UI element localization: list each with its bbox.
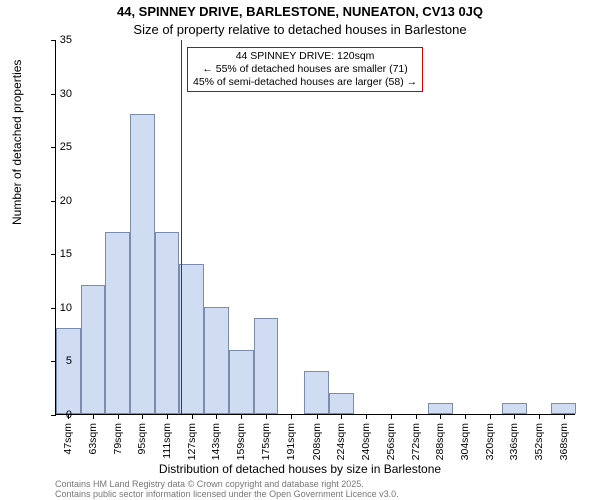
xtick-label: 79sqm (112, 423, 124, 455)
histogram-bar (155, 232, 180, 414)
xtick-label: 47sqm (62, 423, 74, 455)
ytick-label: 10 (42, 302, 72, 314)
footer-attribution: Contains HM Land Registry data © Crown c… (55, 480, 399, 500)
annotation-line1: 44 SPINNEY DRIVE: 120sqm (193, 50, 417, 63)
xtick (391, 414, 392, 419)
chart-container: { "chart": { "type": "histogram", "title… (0, 0, 600, 500)
xtick (266, 414, 267, 419)
xtick-label: 272sqm (410, 423, 422, 460)
xtick-label: 111sqm (161, 423, 173, 459)
xtick (192, 414, 193, 419)
ytick-label: 25 (42, 141, 72, 153)
xtick-label: 127sqm (186, 423, 198, 460)
histogram-bar (130, 114, 155, 414)
xtick-label: 256sqm (385, 423, 397, 460)
xtick (564, 414, 565, 419)
xtick (490, 414, 491, 419)
histogram-bar (229, 350, 254, 414)
xtick (366, 414, 367, 419)
histogram-bar (304, 371, 329, 414)
xtick (241, 414, 242, 419)
xtick-label: 63sqm (87, 423, 99, 455)
ytick-label: 35 (42, 34, 72, 46)
xtick-label: 240sqm (360, 423, 372, 460)
xtick-label: 320sqm (484, 423, 496, 460)
histogram-bar (502, 403, 527, 414)
histogram-bar (204, 307, 229, 414)
annotation-line3: 45% of semi-detached houses are larger (… (193, 76, 417, 89)
xtick-label: 352sqm (533, 423, 545, 460)
ytick-label: 5 (42, 355, 72, 367)
ytick-label: 0 (42, 409, 72, 421)
chart-title-line2: Size of property relative to detached ho… (0, 22, 600, 37)
plot-area: 47sqm63sqm79sqm95sqm111sqm127sqm143sqm15… (55, 40, 575, 415)
xtick-label: 288sqm (434, 423, 446, 460)
histogram-bar (551, 403, 576, 414)
xtick-label: 95sqm (136, 423, 148, 455)
histogram-bar (105, 232, 130, 414)
xtick (341, 414, 342, 419)
xtick (93, 414, 94, 419)
xtick-label: 175sqm (260, 423, 272, 460)
xtick (291, 414, 292, 419)
histogram-bar (428, 403, 453, 414)
xtick-label: 336sqm (508, 423, 520, 460)
xtick (465, 414, 466, 419)
chart-title-line1: 44, SPINNEY DRIVE, BARLESTONE, NUNEATON,… (0, 4, 600, 19)
reference-line (181, 40, 182, 414)
xtick-label: 159sqm (235, 423, 247, 460)
ytick-label: 15 (42, 248, 72, 260)
histogram-bar (329, 393, 354, 414)
histogram-bar (56, 328, 81, 414)
xtick-label: 304sqm (459, 423, 471, 460)
xtick (142, 414, 143, 419)
ytick-label: 20 (42, 195, 72, 207)
xtick (539, 414, 540, 419)
xtick (118, 414, 119, 419)
annotation-line2: ← 55% of detached houses are smaller (71… (193, 63, 417, 76)
x-axis-label: Distribution of detached houses by size … (0, 462, 600, 476)
histogram-bar (81, 285, 106, 414)
xtick-label: 208sqm (311, 423, 323, 460)
xtick (167, 414, 168, 419)
xtick (514, 414, 515, 419)
xtick (317, 414, 318, 419)
xtick (440, 414, 441, 419)
y-axis-label: Number of detached properties (10, 60, 24, 225)
xtick-label: 143sqm (210, 423, 222, 460)
footer-line2: Contains public sector information licen… (55, 490, 399, 500)
xtick-label: 191sqm (285, 423, 297, 460)
annotation-box: 44 SPINNEY DRIVE: 120sqm← 55% of detache… (187, 47, 423, 92)
histogram-bar (179, 264, 204, 414)
histogram-bar (254, 318, 279, 414)
xtick (216, 414, 217, 419)
xtick-label: 368sqm (558, 423, 570, 460)
xtick-label: 224sqm (335, 423, 347, 460)
xtick (416, 414, 417, 419)
ytick-label: 30 (42, 88, 72, 100)
